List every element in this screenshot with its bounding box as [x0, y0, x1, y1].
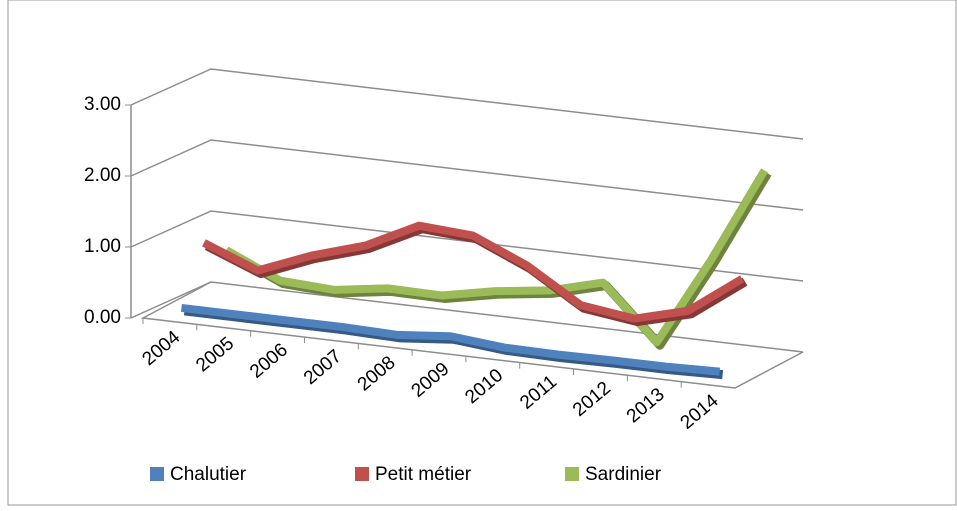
floor-front	[140, 281, 804, 389]
x-tick-label: 2009	[408, 359, 454, 402]
grid-line	[130, 210, 804, 282]
x-tick-label: 2007	[300, 346, 346, 389]
series-line	[180, 303, 721, 376]
x-tick-label: 2011	[516, 371, 561, 413]
legend-swatch	[355, 467, 369, 481]
grid-line	[130, 281, 804, 353]
x-tick-label: 2005	[192, 333, 238, 376]
x-tick-label: 2006	[246, 339, 292, 382]
y-tick-label: 3.00	[84, 94, 121, 115]
x-tick-label: 2008	[354, 352, 400, 395]
legend-swatch	[565, 467, 579, 481]
x-tick-label: 2013	[623, 384, 669, 427]
x-tick-label: 2010	[461, 365, 507, 408]
legend-label: Petit métier	[375, 464, 472, 485]
y-tick-label: 1.00	[84, 236, 121, 257]
x-tick-label: 2014	[677, 390, 723, 434]
grid-line	[130, 68, 804, 140]
x-tick-label: 2004	[138, 326, 184, 370]
grid-line	[130, 139, 804, 211]
legend-swatch	[150, 467, 164, 481]
legend-label: Sardinier	[585, 464, 662, 485]
chart-border	[7, 0, 957, 506]
y-tick-label: 0.00	[84, 307, 121, 328]
y-tick-label: 2.00	[84, 165, 121, 186]
x-tick-label: 2012	[569, 378, 615, 421]
legend-label: Chalutier	[170, 464, 247, 485]
series-line	[202, 221, 745, 323]
series-shadow	[204, 224, 748, 327]
